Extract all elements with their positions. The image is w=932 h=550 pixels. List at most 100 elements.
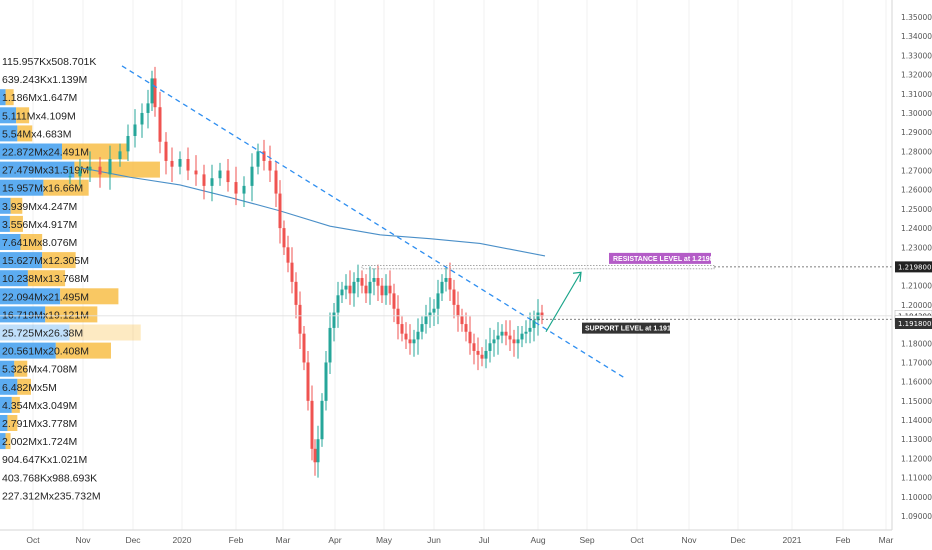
volume-profile-buy-bar [0,306,46,323]
descending-trendline [121,65,627,380]
candle-body [306,362,310,401]
candle-body [464,324,468,332]
x-tick-label: Jul [479,535,490,545]
x-tick-label: Nov [75,535,91,545]
y-tick-label: 1.320000 [901,71,932,80]
volume-profile-label: 15.957Mx16.66M [2,183,83,195]
volume-profile-buy-bar [0,433,6,450]
y-tick-label: 1.250000 [901,205,932,214]
volume-profile-sell-bar [74,161,160,178]
candle-body [424,316,428,325]
x-tick-label: Mar [879,535,894,545]
candle-body [492,339,496,344]
candle-body [218,170,222,179]
x-tick-label: Feb [229,535,244,545]
volume-profile-label: 3.939Mx4.247M [2,201,77,213]
volume-profile-label: 5.54Mx4.683M [2,128,71,140]
candle-body [290,262,294,282]
candle-body [528,327,532,332]
candle-body [352,281,356,294]
volume-profile-sell-bar [17,378,31,395]
candle-body [540,312,544,317]
candle-body [504,331,508,336]
volume-profile-buy-bar [0,234,21,250]
y-axis: 1.350000 1.340000 1.330000 1.320000 1.310000… [891,0,932,530]
candle-body [388,285,392,294]
candle-body [68,176,72,178]
candle-body [178,159,182,167]
candle-body [268,160,272,171]
volume-profile-sell-bar [10,197,23,214]
candle-body [88,166,92,171]
volume-profile-label: 22.094Mx21.495M [2,291,89,303]
candle-body [508,335,512,340]
annotations: RESISTANCE LEVEL at 1.2198 SUPPORT LEVEL … [0,65,892,380]
volume-profile-buy-bar [0,252,43,269]
volume-profile-sell-bar [17,125,33,142]
x-tick-label: Dec [125,535,141,545]
candle-body [150,78,154,104]
candle-body [456,304,460,317]
volume-profile-label: 5.111Mx4.109M [2,110,76,122]
volume-profile-label: 25.725Mx26.38M [2,328,83,340]
candle-body [496,335,500,340]
candle-body [348,285,352,294]
candle-body [286,247,290,263]
candle-body [532,320,536,328]
candle-body [278,193,282,229]
y-tick-label: 1.140000 [901,416,932,425]
volume-profile-label: 7.641Mx8.076M [2,237,77,249]
candle-body [262,151,266,161]
candle-body [158,107,162,142]
volume-profile-label: 27.479Mx31.519M [2,165,89,177]
price-tag-bg [895,261,932,273]
price-tag-label: 1.191800 [898,320,931,328]
candle-body [468,331,472,344]
volume-profile-sell-bar [7,415,18,431]
volume-profile-buy-bar [0,161,75,178]
candle-body [452,289,456,305]
x-axis: Oct Nov Dec 2020 Feb Mar Apr May Jun Jul Aug Sep Oct… [0,529,894,545]
candle-body [282,228,286,248]
y-tick-label: 1.260000 [901,186,932,195]
candle-body [448,278,452,290]
candle-body [170,160,174,167]
y-tick-label: 1.310000 [901,90,932,99]
candle-body [484,350,488,359]
candle-body [412,339,416,344]
candle-body [302,333,306,363]
resistance-label-bg [609,252,711,264]
candle-body [328,327,332,363]
volume-profile-label: 2.002Mx1.724M [2,436,77,448]
volume-profile-sell-bar [16,107,30,124]
volume-profile-buy-bar [0,415,8,431]
volume-profile-buy-bar [0,143,62,160]
volume-profile-label: 4.354Mx3.049M [2,400,77,412]
volume-profile-label: 1.186Mx1.647M [2,92,77,104]
candle-body [516,339,520,344]
candle-body [234,182,238,194]
candle-body [500,331,504,336]
volume-profile-label: 403.768Kx988.693K [2,472,97,484]
volume-profile-sell-bar [43,179,89,196]
moving-average [79,167,546,257]
candle-body [460,316,464,325]
candle-body [118,151,122,160]
volume-profile-sell-bar [5,433,11,450]
candle-body [392,293,396,309]
x-tick-label: Oct [26,535,40,545]
candle-body [436,293,440,309]
candle-body [512,339,516,344]
candle-body [226,170,230,183]
candle-body [360,278,364,286]
candle-body [416,331,420,340]
volume-profile-label: 10.238Mx13.768M [2,273,89,285]
candle-body [153,78,157,108]
y-tick-label: 1.150000 [901,397,932,406]
volume-profile-sell-bar [69,324,141,341]
projection-arrowhead [572,271,582,282]
volume-profile-sell-bar [42,252,76,269]
y-tick-label: 1.130000 [901,435,932,444]
candle-body [194,170,198,175]
